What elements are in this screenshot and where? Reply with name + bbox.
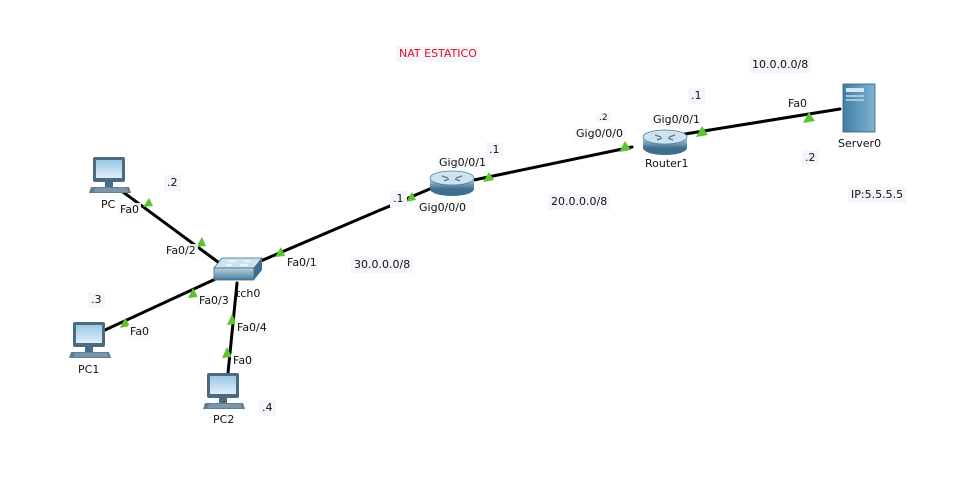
link-up-marker-icon bbox=[275, 247, 285, 257]
pc2-name: PC2 bbox=[213, 413, 235, 426]
router1-gig001-label: Gig0/0/1 bbox=[651, 113, 702, 127]
switch-fa0-4-label: Fa0/4 bbox=[235, 321, 269, 335]
network-label-30: 30.0.0.0/8 bbox=[351, 257, 414, 273]
link-up-marker-icon bbox=[406, 192, 416, 202]
router0-gig001-address: .1 bbox=[486, 142, 503, 158]
router0-gig001-label: Gig0/0/1 bbox=[437, 156, 488, 170]
router1-gig000-label: Gig0/0/0 bbox=[574, 127, 625, 141]
network-label-10: 10.0.0.0/8 bbox=[749, 57, 812, 73]
link-up-marker-icon bbox=[803, 112, 815, 123]
network-label-20: 20.0.0.0/8 bbox=[548, 194, 611, 210]
link-pc2-switch[interactable] bbox=[226, 281, 239, 375]
server0-fa0-label: Fa0 bbox=[786, 97, 810, 111]
router1-icon[interactable] bbox=[642, 129, 688, 155]
switch0-icon[interactable] bbox=[213, 257, 263, 281]
pc0-address: .2 bbox=[164, 175, 181, 191]
server0-address: .2 bbox=[802, 150, 819, 166]
switch-fa0-1-label: Fa0/1 bbox=[285, 256, 319, 270]
pc1-icon[interactable] bbox=[69, 322, 111, 358]
router0-gig000-label: Gig0/0/0 bbox=[417, 201, 474, 215]
link-up-marker-icon bbox=[188, 288, 198, 298]
router0-gig000-address: .1 bbox=[390, 191, 407, 207]
page-title: NAT ESTATICO bbox=[396, 46, 480, 62]
pc1-address: .3 bbox=[88, 292, 105, 308]
server0-icon[interactable] bbox=[842, 83, 876, 133]
link-up-marker-icon bbox=[196, 237, 206, 247]
link-up-marker-icon bbox=[222, 347, 232, 358]
switch-fa0-2-label: Fa0/2 bbox=[164, 244, 198, 258]
link-up-marker-icon bbox=[696, 126, 708, 137]
router1-name: Router1 bbox=[645, 157, 689, 170]
pc1-name: PC1 bbox=[78, 363, 100, 376]
pc0-icon[interactable] bbox=[89, 157, 131, 193]
link-router0-router1[interactable] bbox=[472, 145, 634, 182]
router1-gig000-address: .2 bbox=[596, 113, 611, 122]
pc2-address: .4 bbox=[259, 400, 276, 416]
links bbox=[103, 107, 842, 375]
pc2-icon[interactable] bbox=[203, 373, 245, 409]
router0-icon[interactable] bbox=[429, 170, 475, 196]
link-router1-server0[interactable] bbox=[683, 107, 842, 136]
link-up-marker-icon bbox=[143, 198, 153, 207]
pc0-fa0-label: Fa0 bbox=[118, 203, 142, 217]
router1-gig001-address: .1 bbox=[688, 88, 705, 104]
pc0-name: PC bbox=[101, 198, 116, 211]
link-up-marker-icon bbox=[227, 314, 237, 325]
pc2-fa0-label: Fa0 bbox=[231, 354, 255, 368]
pc1-fa0-label: Fa0 bbox=[128, 325, 152, 339]
switch-fa0-3-label: Fa0/3 bbox=[197, 294, 231, 308]
link-up-marker-icon bbox=[619, 141, 631, 152]
server0-name: Server0 bbox=[838, 137, 882, 150]
link-up-marker-icon bbox=[120, 318, 130, 328]
switch0-name: tch0 bbox=[236, 287, 261, 300]
server-ip-note: IP:5.5.5.5 bbox=[848, 187, 907, 203]
link-up-marker-icon bbox=[483, 172, 494, 182]
link-status-markers bbox=[120, 112, 815, 358]
